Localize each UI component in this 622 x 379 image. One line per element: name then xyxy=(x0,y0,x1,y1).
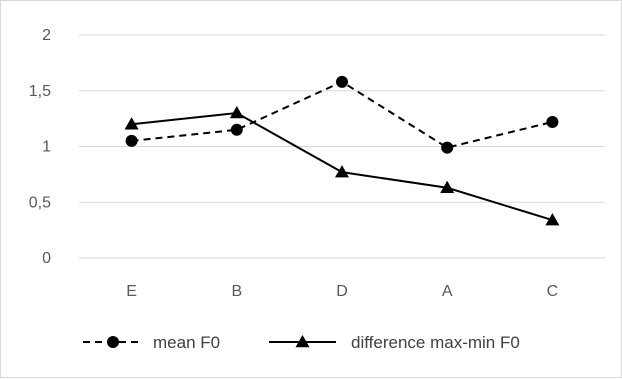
data-point xyxy=(125,134,138,147)
x-tick-label: C xyxy=(547,283,559,300)
x-tick-label: B xyxy=(231,283,242,300)
y-tick-label: 1,5 xyxy=(29,83,51,100)
data-point xyxy=(546,115,559,128)
x-tick-label: E xyxy=(126,283,137,300)
legend-marker xyxy=(295,335,310,348)
series-0 xyxy=(125,75,559,154)
data-point xyxy=(335,165,349,178)
legend-item-1: difference max-min F0 xyxy=(269,333,520,352)
legend-item-0: mean F0 xyxy=(83,333,220,352)
series-layer xyxy=(124,75,560,226)
data-point xyxy=(229,106,244,119)
y-axis-ticks: 0 0,5 1 1,5 2 xyxy=(29,27,51,267)
data-point xyxy=(440,180,455,194)
grid-lines xyxy=(79,34,605,259)
data-point xyxy=(336,75,348,88)
x-tick-label: D xyxy=(336,283,348,300)
y-tick-label: 0 xyxy=(42,250,51,267)
y-tick-label: 0,5 xyxy=(29,194,51,211)
y-tick-label: 2 xyxy=(42,27,51,44)
series-1 xyxy=(124,106,560,226)
legend-marker xyxy=(107,336,119,348)
y-tick-label: 1 xyxy=(42,139,51,156)
legend-label: difference max-min F0 xyxy=(351,333,520,352)
data-point xyxy=(441,141,454,154)
legend-label: mean F0 xyxy=(153,333,220,352)
data-point xyxy=(545,213,560,226)
legend: mean F0 difference max-min F0 xyxy=(83,333,520,352)
data-point xyxy=(124,117,139,130)
x-tick-label: A xyxy=(442,283,453,300)
series-line xyxy=(131,80,553,149)
data-point xyxy=(230,123,243,136)
